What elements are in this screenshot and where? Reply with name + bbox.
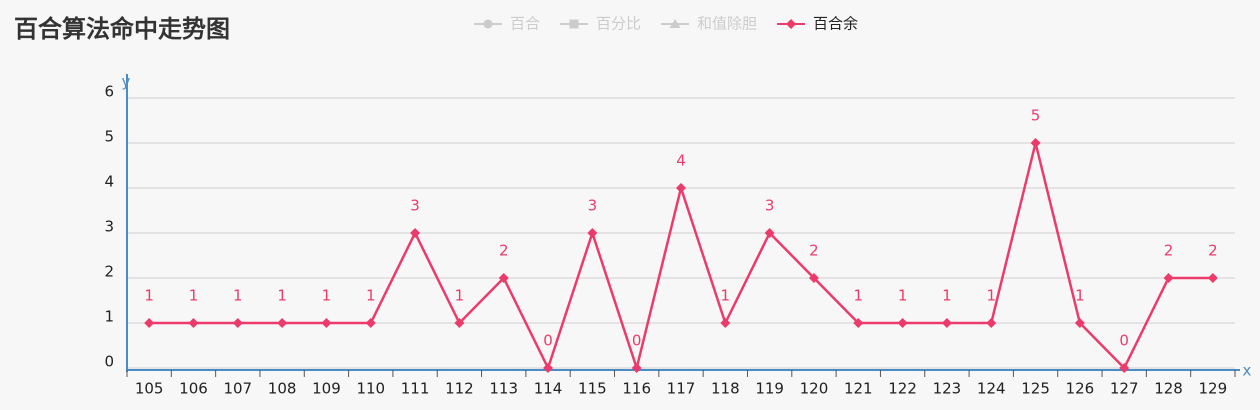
data-point (1119, 363, 1130, 373)
data-label: 0 (1119, 332, 1129, 350)
legend-marker (669, 19, 681, 28)
data-point (144, 318, 155, 328)
data-label: 1 (233, 287, 243, 305)
data-point (1207, 273, 1218, 283)
legend-label[interactable]: 百分比 (596, 15, 641, 33)
data-point (720, 318, 731, 328)
data-label: 3 (410, 197, 420, 215)
legend-marker (786, 19, 797, 29)
data-label: 1 (1075, 287, 1085, 305)
data-label: 1 (366, 287, 376, 305)
x-tick-label: 116 (622, 380, 651, 398)
data-point (1163, 273, 1174, 283)
x-axis-label: x (1243, 362, 1252, 380)
x-tick-label: 118 (711, 380, 740, 398)
data-point (543, 363, 554, 373)
data-label: 1 (144, 287, 154, 305)
x-tick-label: 123 (933, 380, 962, 398)
x-tick-label: 121 (844, 380, 873, 398)
data-label: 1 (189, 287, 199, 305)
data-label: 1 (721, 287, 731, 305)
data-point (188, 318, 199, 328)
x-tick-label: 108 (268, 380, 297, 398)
data-label: 0 (543, 332, 553, 350)
data-point (808, 273, 819, 283)
y-axis-label: y (122, 73, 131, 91)
data-label: 1 (277, 287, 287, 305)
data-label: 4 (676, 152, 686, 170)
data-label: 2 (499, 242, 509, 260)
data-point (764, 228, 775, 238)
data-point (410, 228, 421, 238)
data-point (1030, 138, 1041, 148)
data-point (365, 318, 376, 328)
data-point (454, 318, 465, 328)
data-point (897, 318, 908, 328)
data-label: 1 (322, 287, 332, 305)
data-label: 3 (588, 197, 598, 215)
x-tick-label: 126 (1066, 380, 1095, 398)
data-label: 2 (809, 242, 819, 260)
data-label: 1 (986, 287, 996, 305)
y-tick-label: 4 (104, 173, 114, 191)
legend-marker (569, 19, 579, 29)
chart-title: 百合算法命中走势图 (14, 15, 230, 43)
y-tick-label: 5 (104, 128, 114, 146)
legend-label[interactable]: 百合余 (813, 15, 858, 33)
x-tick-label: 113 (489, 380, 518, 398)
data-point (232, 318, 243, 328)
data-point (853, 318, 864, 328)
x-tick-label: 127 (1110, 380, 1139, 398)
y-tick-label: 1 (104, 308, 114, 326)
x-tick-label: 109 (312, 380, 341, 398)
y-tick-label: 3 (104, 218, 114, 236)
data-label: 3 (765, 197, 775, 215)
data-label: 5 (1031, 107, 1041, 125)
x-tick-label: 117 (667, 380, 696, 398)
x-tick-label: 114 (534, 380, 563, 398)
data-point (277, 318, 288, 328)
data-point (676, 183, 686, 193)
data-label: 1 (942, 287, 952, 305)
legend-label[interactable]: 和值除胆 (697, 15, 757, 33)
data-point (631, 363, 642, 373)
x-tick-label: 110 (356, 380, 385, 398)
data-label: 0 (632, 332, 642, 350)
x-tick-label: 111 (401, 380, 430, 398)
x-tick-label: 105 (135, 380, 164, 398)
x-tick-label: 106 (179, 380, 208, 398)
data-point (498, 273, 509, 283)
x-tick-label: 120 (800, 380, 829, 398)
y-tick-label: 2 (104, 263, 114, 281)
x-tick-label: 125 (1021, 380, 1050, 398)
y-tick-label: 6 (104, 83, 114, 101)
series-line (149, 142, 1213, 373)
x-tick-label: 124 (977, 380, 1006, 398)
x-tick-label: 115 (578, 380, 607, 398)
data-label: 1 (854, 287, 864, 305)
data-label: 1 (898, 287, 908, 305)
legend-label[interactable]: 百合 (510, 15, 540, 33)
data-point (941, 318, 952, 328)
data-label: 2 (1164, 242, 1174, 260)
x-tick-label: 128 (1154, 380, 1183, 398)
data-point (1074, 318, 1085, 328)
x-tick-label: 107 (223, 380, 252, 398)
x-tick-label: 129 (1199, 380, 1228, 398)
data-point (986, 318, 997, 328)
x-tick-label: 122 (888, 380, 917, 398)
data-label: 1 (455, 287, 465, 305)
data-label: 2 (1208, 242, 1218, 260)
x-tick-label: 119 (755, 380, 784, 398)
y-tick-label: 0 (104, 353, 114, 371)
data-point (321, 318, 332, 328)
legend-marker (483, 19, 493, 29)
data-point (587, 228, 598, 238)
x-tick-label: 112 (445, 380, 474, 398)
